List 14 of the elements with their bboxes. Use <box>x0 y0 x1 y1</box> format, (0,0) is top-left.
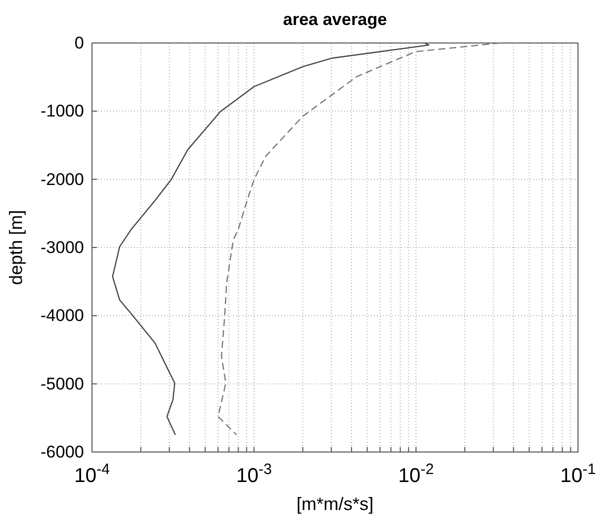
chart-title: area average <box>283 10 387 29</box>
y-tick-label: -6000 <box>40 442 84 462</box>
x-tick-label: 10$^{-4}$ <box>74 460 110 487</box>
y-tick-label: -4000 <box>40 306 84 326</box>
x-tick-label: 10$^{-3}$ <box>236 460 272 487</box>
x-tick-label: 10$^{-1}$ <box>560 460 596 487</box>
y-tick-label: -3000 <box>40 238 84 257</box>
x-axis-title: [m*m/s*s] <box>296 494 374 514</box>
y-tick-label: -1000 <box>40 102 84 121</box>
y-tick-label: -2000 <box>40 170 84 189</box>
x-tick-label: 10$^{-2}$ <box>398 460 434 487</box>
y-tick-label: -5000 <box>40 374 84 394</box>
y-tick-label: 0 <box>74 33 84 52</box>
y-axis-title: depth [m] <box>6 210 26 286</box>
